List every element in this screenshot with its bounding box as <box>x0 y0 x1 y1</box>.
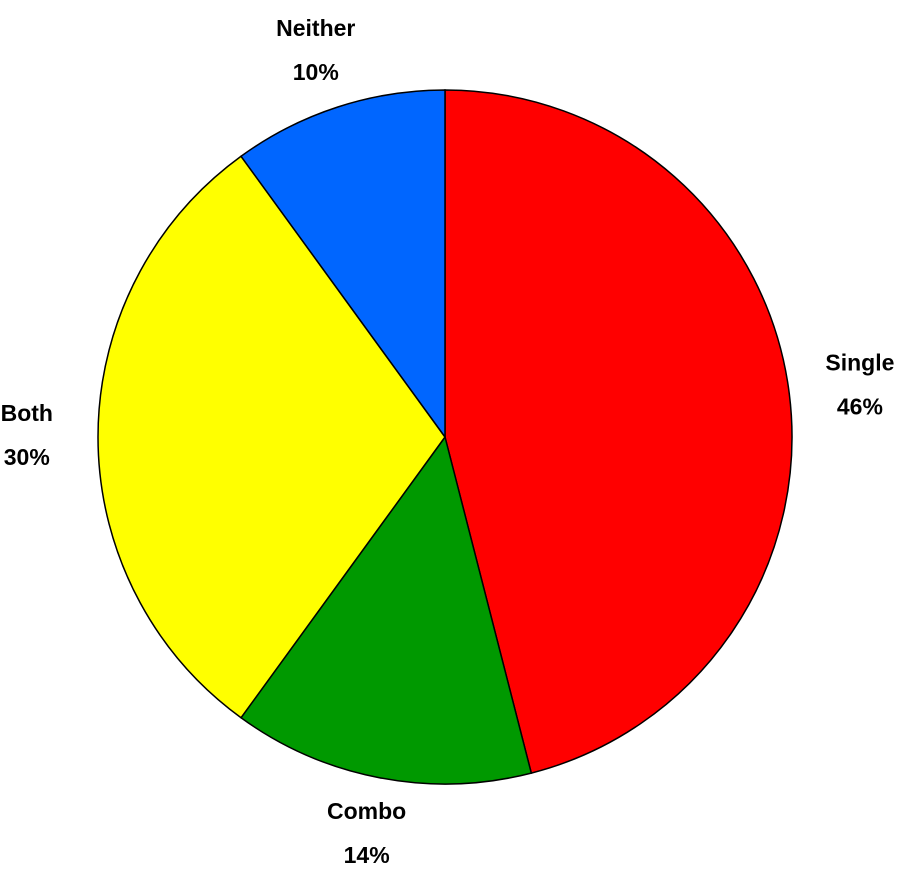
pie-slice <box>444 89 793 775</box>
pie-slice <box>239 435 533 785</box>
slice-value-label: 14% <box>344 842 390 868</box>
slice-name: Both <box>1 400 53 426</box>
pie-slice <box>239 89 446 440</box>
slice-name: Single <box>825 349 894 375</box>
slice-value-label: 10% <box>293 59 339 85</box>
pie-slice <box>97 155 446 719</box>
slice-name: Combo <box>327 798 406 824</box>
slice-value-label: 46% <box>837 393 883 419</box>
slice-name: Neither <box>276 15 355 41</box>
slice-value-label: 30% <box>4 444 50 470</box>
